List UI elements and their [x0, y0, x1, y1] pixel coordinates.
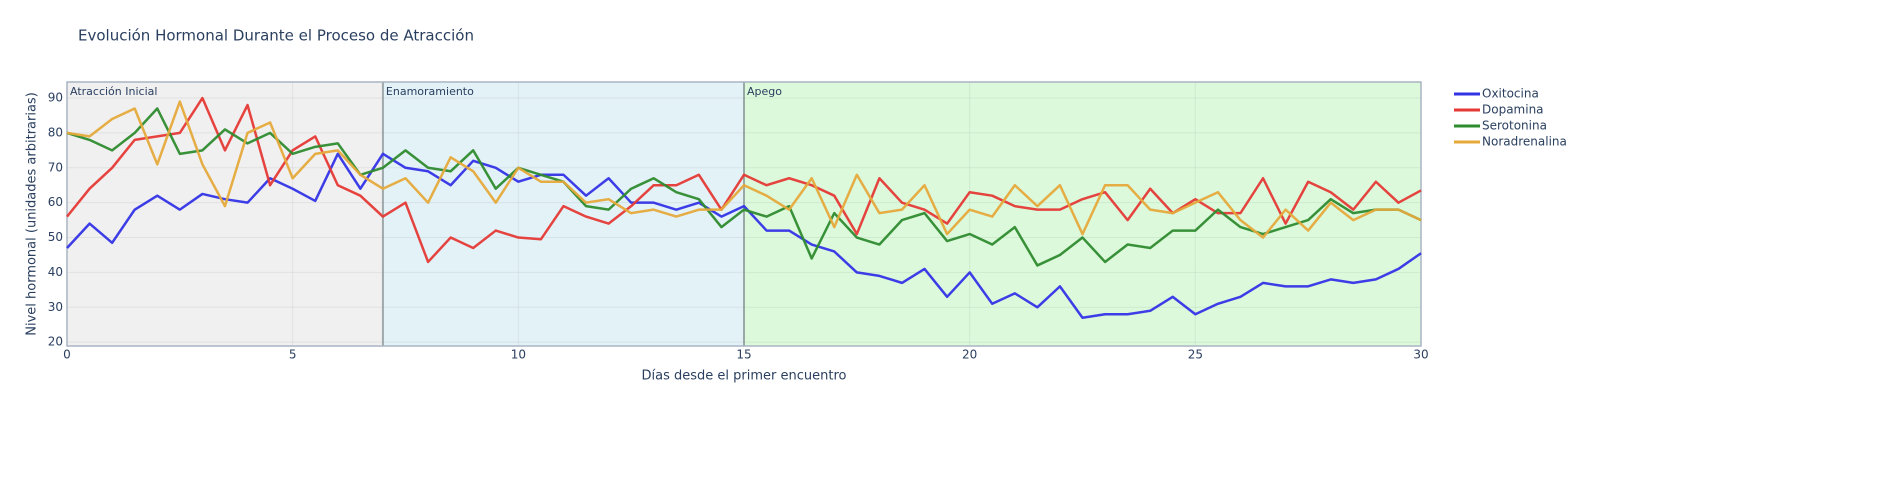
x-tick-label: 30: [1413, 348, 1428, 362]
legend-label: Oxitocina: [1482, 87, 1539, 101]
region: [382, 82, 744, 346]
series-line: [66, 100, 1422, 239]
y-tick-label: 30: [48, 300, 63, 314]
x-tick-label: 20: [962, 348, 977, 362]
region-label: Apego: [747, 85, 782, 98]
x-tick-label: 15: [736, 348, 751, 362]
series-line: [66, 107, 1422, 267]
legend-label: Dopamina: [1482, 103, 1544, 117]
region: [744, 82, 1421, 346]
legend-label: Serotonina: [1482, 119, 1547, 133]
chart-title: Evolución Hormonal Durante el Proceso de…: [78, 27, 474, 45]
y-tick-label: 20: [48, 335, 63, 349]
plot-frame: [66, 81, 1422, 347]
region: [67, 82, 383, 346]
y-tick-label: 60: [48, 195, 63, 209]
legend-label: Noradrenalina: [1482, 135, 1567, 149]
y-tick-label: 70: [48, 160, 63, 174]
y-axis-title: Nivel hormonal (unidades arbitrarias): [25, 92, 40, 336]
region-label: Atracción Inicial: [70, 85, 157, 98]
x-tick-label: 0: [63, 348, 71, 362]
x-tick-label: 10: [511, 348, 526, 362]
x-tick-label: 25: [1188, 348, 1203, 362]
y-tick-label: 80: [48, 125, 63, 139]
y-tick-label: 50: [48, 230, 63, 244]
x-axis-title: Días desde el primer encuentro: [642, 369, 847, 384]
series-line: [66, 152, 1422, 320]
y-tick-label: 90: [48, 91, 63, 105]
region-label: Enamoramiento: [386, 85, 474, 98]
y-tick-label: 40: [48, 265, 63, 279]
series-line: [66, 96, 1422, 264]
x-tick-label: 5: [289, 348, 297, 362]
